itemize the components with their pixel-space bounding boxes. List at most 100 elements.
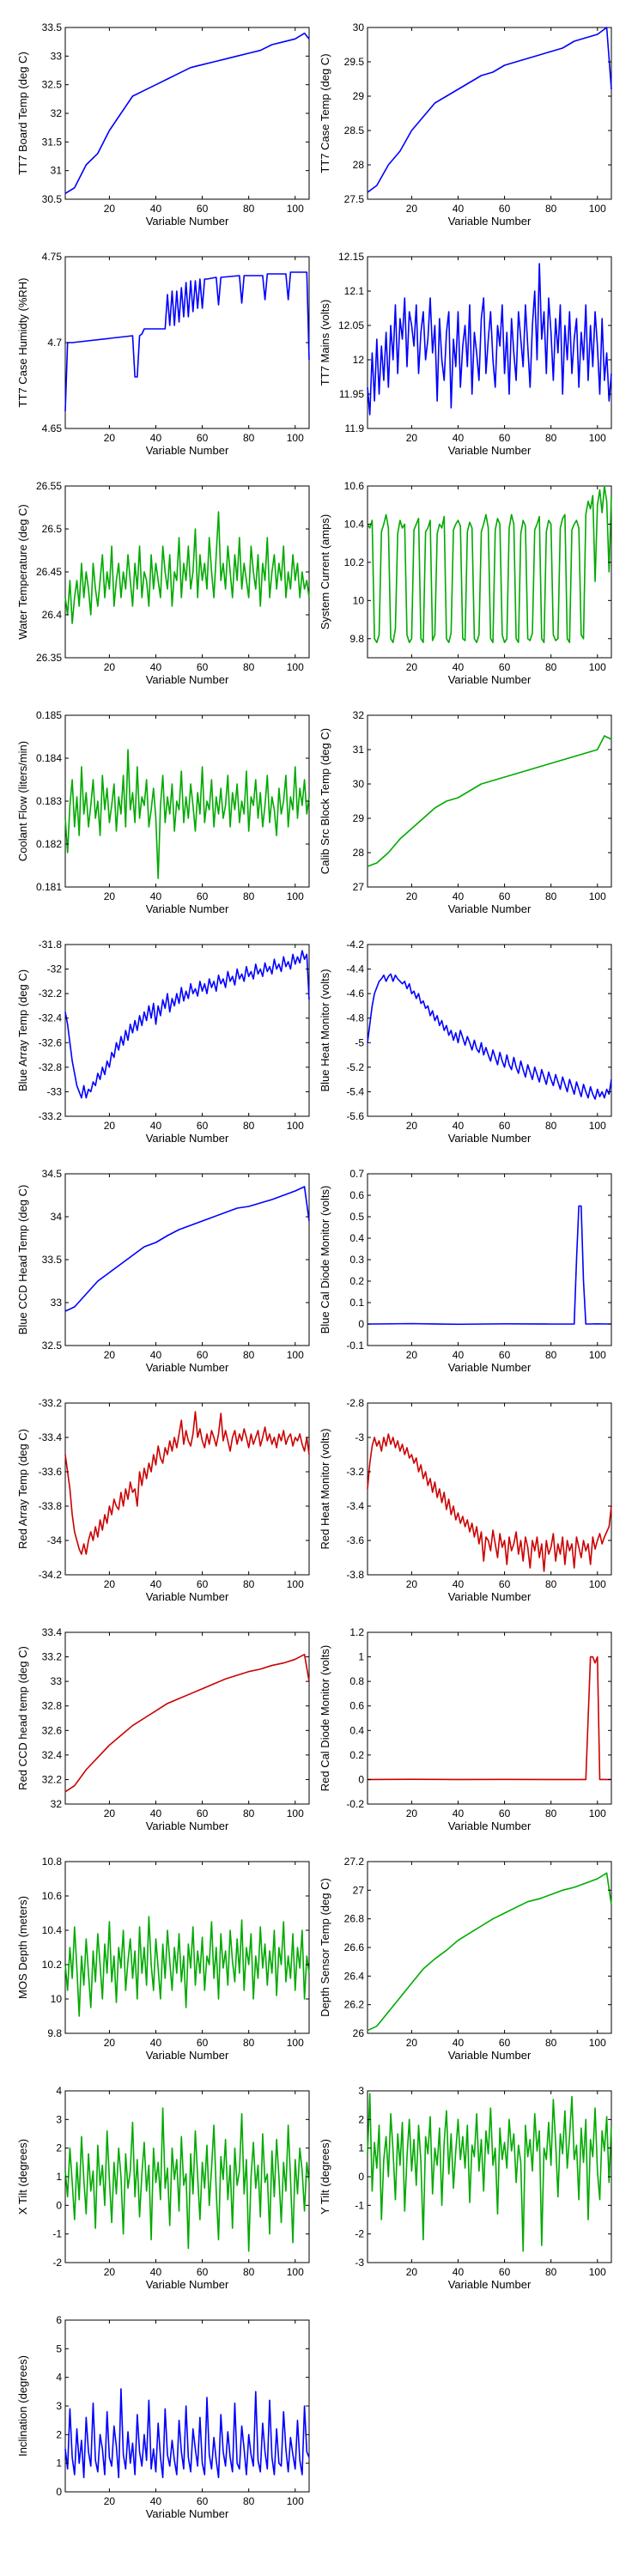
y-tick-label: 10.2 (42, 1959, 63, 1971)
x-axis-label: Variable Number (448, 1361, 532, 1374)
x-tick-label: 60 (197, 890, 209, 902)
chart-panel: 20 40 60 80 100 11.9 11.95 12 12.05 12.1 12.15 Vari… (319, 251, 612, 457)
y-tick-label: 1 (56, 2458, 62, 2470)
y-tick-label: 0 (56, 2199, 62, 2211)
x-axis-label: Variable Number (146, 902, 229, 915)
x-tick-label: 20 (406, 2266, 418, 2278)
y-tick-label: 30 (353, 778, 365, 790)
series-line (64, 749, 310, 879)
x-tick-label: 40 (453, 661, 465, 673)
series-line (367, 735, 612, 867)
chart-panel: 20 40 60 80 100 27 28 29 30 31 32 Variable Number Ca… (319, 709, 612, 915)
x-tick-label: 100 (589, 890, 606, 902)
y-tick-label: 32 (51, 107, 63, 119)
y-tick-label: -33.4 (39, 1431, 63, 1443)
y-tick-label: 0.183 (36, 795, 62, 807)
x-tick-label: 60 (499, 890, 511, 902)
plot-area (367, 1402, 612, 1576)
y-tick-label: 32.6 (42, 1724, 63, 1736)
x-axis-label: Variable Number (146, 2049, 229, 2062)
x-tick-label: 40 (453, 203, 465, 215)
y-tick-label: 34.5 (42, 1168, 63, 1180)
plot-area (64, 944, 310, 1117)
series-line (367, 485, 612, 644)
y-axis-label: Blue CCD Head Temp (deg C) (16, 1185, 29, 1335)
y-tick-label: 3 (358, 2085, 364, 2097)
plot-area (367, 256, 612, 429)
x-tick-label: 20 (406, 1120, 418, 1132)
y-tick-label: 32.2 (42, 1773, 63, 1785)
y-axis-label: TT7 Board Temp (deg C) (16, 52, 29, 175)
y-tick-label: 26.45 (36, 566, 62, 578)
y-axis-label: X Tilt (degrees) (16, 2139, 29, 2215)
x-tick-label: 20 (104, 1349, 116, 1361)
y-tick-label: 11.9 (345, 422, 365, 434)
x-tick-label: 40 (453, 2266, 465, 2278)
x-tick-label: 100 (589, 2037, 606, 2049)
series-line (367, 1872, 612, 2032)
y-axis-label: Blue Array Temp (deg C) (16, 969, 29, 1091)
x-tick-label: 20 (406, 203, 418, 215)
y-tick-label: 31 (51, 165, 63, 177)
y-tick-label: -2 (52, 2257, 62, 2269)
series-line (64, 1653, 310, 1793)
x-tick-label: 100 (287, 890, 304, 902)
x-tick-label: 40 (150, 890, 162, 902)
plot-area (367, 1173, 612, 1346)
x-axis-label: Variable Number (448, 444, 532, 457)
x-axis-label: Variable Number (448, 215, 532, 228)
y-axis-label: Calib Src Block Temp (deg C) (319, 728, 331, 874)
x-tick-label: 60 (197, 203, 209, 215)
chart-panel: 20 40 60 80 100 32 32.2 32.4 32.6 32.8 33 33.2 33.4 V… (16, 1626, 310, 1832)
y-axis-label: Red Array Temp (deg C) (16, 1429, 29, 1549)
y-tick-label: 4.65 (42, 422, 63, 434)
series-line (64, 2388, 310, 2479)
y-axis-label: Blue Cal Diode Monitor (volts) (319, 1186, 331, 1334)
x-tick-label: 80 (545, 2037, 557, 2049)
x-tick-label: 80 (545, 1120, 557, 1132)
x-tick-label: 100 (287, 1807, 304, 1820)
x-tick-label: 100 (589, 432, 606, 444)
chart-panel: 20 40 60 80 100 -34.2 -34 -33.8 -33.6 -33.4 -33.2 V… (16, 1397, 310, 1603)
y-axis-label: Depth Sensor Temp (deg C) (319, 1878, 331, 2017)
y-axis-label: Water Temperature (deg C) (16, 504, 29, 640)
x-tick-label: 60 (197, 432, 209, 444)
y-tick-label: -3 (355, 2257, 364, 2269)
y-tick-label: 10.6 (344, 480, 365, 492)
x-tick-label: 80 (243, 890, 255, 902)
x-tick-label: 40 (453, 1349, 465, 1361)
x-tick-label: 20 (104, 890, 116, 902)
y-tick-label: 10.4 (344, 518, 365, 530)
x-tick-label: 40 (150, 1807, 162, 1820)
series-line (64, 950, 310, 1099)
y-tick-label: -33 (47, 1085, 63, 1097)
y-tick-label: 26.35 (36, 652, 62, 664)
x-tick-label: 40 (150, 1120, 162, 1132)
y-tick-label: -5.6 (346, 1110, 364, 1122)
y-tick-label: -3 (355, 1431, 364, 1443)
y-tick-label: 26.8 (344, 1913, 365, 1925)
x-tick-label: 20 (104, 432, 116, 444)
chart-panel: 20 40 60 80 100 4.65 4.7 4.75 Variable Number TT7… (16, 251, 310, 457)
y-tick-label: -1 (355, 2199, 364, 2211)
y-axis-label: Blue Heat Monitor (volts) (319, 969, 331, 1091)
y-tick-label: 0.6 (349, 1700, 364, 1712)
y-tick-label: -32 (47, 963, 63, 975)
plot-area (367, 714, 612, 888)
y-tick-label: 0 (358, 1773, 364, 1785)
x-tick-label: 100 (287, 2495, 304, 2507)
y-tick-label: -5.4 (346, 1085, 364, 1097)
x-tick-label: 80 (545, 2266, 557, 2278)
y-tick-label: -2.8 (346, 1397, 364, 1409)
x-tick-label: 40 (150, 661, 162, 673)
y-tick-label: 0.6 (349, 1189, 364, 1201)
x-tick-label: 80 (545, 1578, 557, 1590)
x-tick-label: 60 (499, 1807, 511, 1820)
y-tick-label: -33.6 (39, 1466, 63, 1478)
x-tick-label: 20 (406, 2037, 418, 2049)
y-tick-label: 34 (51, 1211, 63, 1223)
series-line (367, 2093, 612, 2252)
y-tick-label: 12.05 (338, 319, 364, 331)
y-tick-label: 0.2 (349, 1275, 364, 1287)
y-tick-label: 10.8 (42, 1856, 63, 1868)
